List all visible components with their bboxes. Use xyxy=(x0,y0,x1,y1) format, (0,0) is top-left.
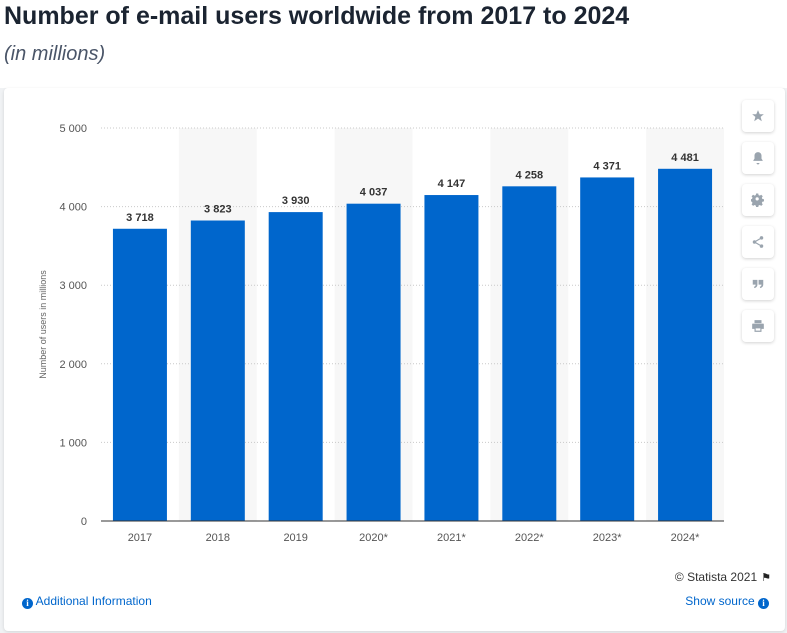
x-tick-label: 2018 xyxy=(206,532,230,544)
bar xyxy=(424,195,479,521)
data-label: 3 823 xyxy=(204,204,232,216)
data-label: 4 037 xyxy=(360,187,388,199)
info-icon: i xyxy=(22,598,33,609)
info-icon: i xyxy=(758,598,769,609)
settings-button[interactable] xyxy=(742,184,774,216)
chart-card: 0 1 000 2 000 3 000 4 000 5 000 Number of user… xyxy=(4,88,785,631)
quote-icon xyxy=(752,279,764,289)
x-tick-label: 2021* xyxy=(437,532,466,544)
flag-icon[interactable]: ⚑ xyxy=(761,572,771,584)
star-icon xyxy=(752,110,764,122)
additional-information-link[interactable]: i Additional Information xyxy=(22,594,152,609)
bar xyxy=(346,203,401,521)
copyright: © Statista 2021 ⚑ xyxy=(675,570,771,584)
bar xyxy=(268,212,323,521)
page-subtitle: (in millions) xyxy=(4,43,106,65)
x-tick-label: 2020* xyxy=(359,532,388,544)
y-tick-label: 2 000 xyxy=(59,359,87,371)
show-source-link[interactable]: Show source i xyxy=(685,594,769,609)
y-tick-label: 5 000 xyxy=(59,123,87,135)
y-tick-label: 0 xyxy=(81,516,87,528)
bar xyxy=(502,186,557,521)
bar xyxy=(580,177,635,521)
share-icon xyxy=(752,236,764,248)
bar xyxy=(658,168,713,521)
x-tick-label: 2017 xyxy=(128,532,152,544)
y-tick-label: 1 000 xyxy=(59,437,87,449)
x-tick-label: 2022* xyxy=(515,532,544,544)
print-button[interactable] xyxy=(742,310,774,342)
data-label: 3 930 xyxy=(282,195,310,207)
x-tick-label: 2024* xyxy=(671,532,700,544)
bar xyxy=(112,228,167,521)
x-tick-label: 2019 xyxy=(283,532,307,544)
print-icon xyxy=(752,320,764,332)
data-label: 4 147 xyxy=(438,178,466,190)
bar xyxy=(190,220,245,521)
show-source-label: Show source xyxy=(685,594,755,608)
y-axis-title: Number of users in millions xyxy=(38,270,48,379)
header: Number of e-mail users worldwide from 20… xyxy=(0,0,787,88)
additional-information-label: Additional Information xyxy=(35,594,152,608)
share-button[interactable] xyxy=(742,226,774,258)
cite-button[interactable] xyxy=(742,268,774,300)
x-tick-label: 2023* xyxy=(593,532,622,544)
y-tick-label: 4 000 xyxy=(59,202,87,214)
data-label: 3 718 xyxy=(126,212,154,224)
data-label: 4 481 xyxy=(671,152,699,164)
chart-toolbar xyxy=(742,100,776,352)
bar-chart: 0 1 000 2 000 3 000 4 000 5 000 Number of user… xyxy=(38,123,724,544)
page-title: Number of e-mail users worldwide from 20… xyxy=(4,2,630,30)
favorite-button[interactable] xyxy=(742,100,774,132)
y-tick-label: 3 000 xyxy=(59,280,87,292)
bell-icon xyxy=(753,152,763,165)
notification-button[interactable] xyxy=(742,142,774,174)
gear-icon xyxy=(751,193,764,207)
data-label: 4 258 xyxy=(516,169,544,181)
data-label: 4 371 xyxy=(593,160,621,172)
copyright-text: © Statista 2021 xyxy=(674,570,758,584)
